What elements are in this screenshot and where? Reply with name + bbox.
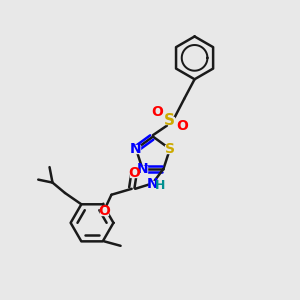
Text: N: N xyxy=(147,177,159,191)
Bar xyxy=(138,166,147,173)
Bar xyxy=(100,207,109,215)
Bar xyxy=(177,122,186,129)
Bar xyxy=(152,108,161,116)
Text: N: N xyxy=(137,163,148,176)
Text: N: N xyxy=(130,142,142,156)
Bar xyxy=(132,145,140,153)
Text: O: O xyxy=(128,166,140,180)
Text: H: H xyxy=(154,179,165,192)
Text: O: O xyxy=(176,118,188,133)
Bar xyxy=(130,169,139,177)
Text: S: S xyxy=(164,113,175,128)
Text: O: O xyxy=(151,105,163,119)
Bar xyxy=(148,181,158,188)
Bar xyxy=(166,145,174,153)
Text: O: O xyxy=(98,204,110,218)
Text: S: S xyxy=(165,142,175,156)
Bar xyxy=(165,117,174,124)
